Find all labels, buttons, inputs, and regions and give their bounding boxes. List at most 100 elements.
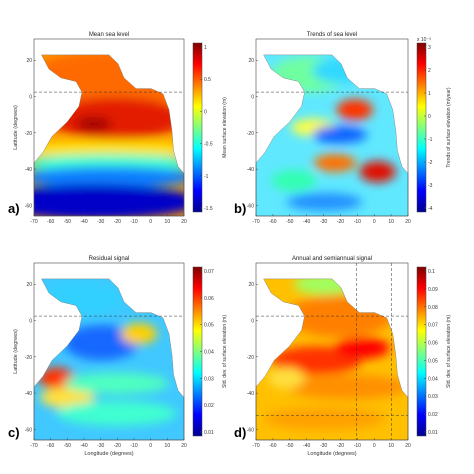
x-tick-label: -40 — [80, 443, 87, 449]
colorbar-tick-label: 0.5 — [204, 77, 211, 83]
y-tick-label: -60 — [247, 427, 254, 433]
colorbar-tick-label: -1.5 — [204, 206, 213, 212]
y-tick-label: -20 — [25, 355, 32, 361]
panel-letter: a) — [8, 201, 20, 216]
x-tick-label: -10 — [354, 443, 361, 449]
x-tick-label: -30 — [97, 219, 104, 225]
x-tick-label: -40 — [80, 219, 87, 225]
y-tick-label: -60 — [25, 203, 32, 209]
panel-letter: d) — [234, 425, 246, 440]
colorbar-tick-label: -1 — [204, 174, 209, 180]
x-tick-label: -40 — [303, 219, 310, 225]
x-tick-label: 0 — [149, 219, 152, 225]
y-tick-label: 0 — [29, 95, 32, 101]
field-blob — [34, 184, 184, 217]
y-tick-label: 20 — [26, 282, 32, 288]
x-tick-label: 10 — [165, 219, 171, 225]
y-tick-label: -60 — [247, 203, 254, 209]
colorbar-tick-label: 0.09 — [428, 287, 438, 293]
x-tick-label: -70 — [252, 443, 259, 449]
y-tick-label: -40 — [25, 167, 32, 173]
x-tick-label: -20 — [114, 219, 121, 225]
colorbar — [416, 266, 427, 437]
colorbar-tick-label: 0.05 — [204, 323, 214, 329]
panel-letter: c) — [8, 425, 20, 440]
field-blob — [34, 139, 184, 158]
field-blob — [121, 323, 157, 345]
field-blob — [271, 169, 317, 192]
x-tick-label: -60 — [47, 219, 54, 225]
x-tick-label: -70 — [30, 219, 37, 225]
y-tick-label: -40 — [247, 167, 254, 173]
colorbar-tick-label: 0 — [428, 114, 431, 120]
x-tick-label: -50 — [64, 219, 71, 225]
field-blob — [336, 99, 374, 121]
y-tick-label: 20 — [248, 58, 254, 64]
colorbar-label: Std. dev. of surface elevation (m) — [222, 315, 228, 388]
colorbar-tick-label: 0.07 — [428, 323, 438, 329]
x-tick-label: -30 — [320, 219, 327, 225]
field-blob — [286, 192, 363, 211]
colorbar-tick-label: 0.05 — [428, 358, 438, 364]
colorbar-tick-label: 0.04 — [204, 350, 214, 356]
x-tick-label: -10 — [354, 219, 361, 225]
field-blob — [359, 161, 396, 183]
colorbar-tick-label: 0.08 — [428, 305, 438, 311]
y-tick-label: 20 — [26, 58, 32, 64]
field-blob — [335, 337, 390, 359]
x-tick-label: 10 — [388, 219, 394, 225]
x-tick-label: -20 — [114, 443, 121, 449]
x-tick-label: -30 — [320, 443, 327, 449]
x-tick-label: -10 — [130, 443, 137, 449]
y-tick-label: -20 — [247, 131, 254, 137]
y-tick-label: -20 — [25, 131, 32, 137]
plot-frame — [33, 262, 185, 441]
x-tick-label: 20 — [405, 443, 411, 449]
field-blob — [268, 367, 305, 389]
y-tick-label: 20 — [248, 282, 254, 288]
y-tick-label: -40 — [25, 391, 32, 397]
panel-d: Annual and semiannual signal -70 -60 -50 -40… — [234, 256, 452, 457]
panel-title: Trends of sea level — [307, 32, 357, 38]
x-tick-label: -50 — [286, 443, 293, 449]
x-tick-label: -20 — [337, 443, 344, 449]
x-axis-label: Longitude (degrees) — [307, 451, 356, 457]
y-axis-label: Latitude (degrees) — [13, 105, 19, 150]
x-tick-label: 0 — [373, 219, 376, 225]
x-tick-label: 20 — [181, 443, 187, 449]
field-blob — [76, 116, 112, 132]
x-tick-label: 0 — [149, 443, 152, 449]
colorbar — [416, 42, 427, 213]
field-blob — [286, 374, 408, 400]
panel-title: Annual and semiannual signal — [292, 256, 372, 262]
colorbar-tick-label: 0.06 — [204, 296, 214, 302]
panel-b: Trends of sea level-70 -60 -50 -40 -30 -20 -10… — [234, 32, 452, 225]
field-blob — [56, 401, 177, 426]
panel-title: Residual signal — [89, 256, 130, 262]
field-blobs — [34, 54, 184, 217]
plot-frame — [255, 38, 409, 217]
colorbar-tick-label: 0.06 — [428, 341, 438, 347]
field-blob — [64, 324, 139, 361]
x-tick-label: -60 — [47, 443, 54, 449]
colorbar-tick-label: 0.03 — [204, 376, 214, 382]
panel-letter: b) — [234, 201, 246, 216]
colorbar-tick-label: 1 — [428, 91, 431, 97]
colorbar-label: Std. dev. of surface elevation (m) — [446, 315, 452, 388]
field-blob — [64, 372, 169, 394]
panel-c: Residual signal -70 -60 -50 -40 -30 -20 -10 0 10 2… — [8, 256, 228, 457]
colorbar-tick-label: -0.5 — [204, 142, 213, 148]
colorbar-tick-label: 0.07 — [204, 269, 214, 275]
field-blob — [40, 386, 94, 409]
colorbar-tick-label: 0.02 — [204, 403, 214, 409]
x-tick-label: 10 — [165, 443, 171, 449]
y-axis-label: Latitude (degrees) — [13, 329, 19, 374]
x-tick-label: 20 — [181, 219, 187, 225]
field-blob — [312, 125, 367, 144]
colorbar-tick-label: 1 — [204, 45, 207, 51]
colorbar-tick-label: 0.02 — [428, 412, 438, 418]
panel-a: Mean sea level-70 -60 -50 -40 -30 -20 -10 0 10 20… — [8, 32, 228, 225]
x-tick-label: -30 — [97, 443, 104, 449]
colorbar-tick-label: 3 — [428, 45, 431, 51]
